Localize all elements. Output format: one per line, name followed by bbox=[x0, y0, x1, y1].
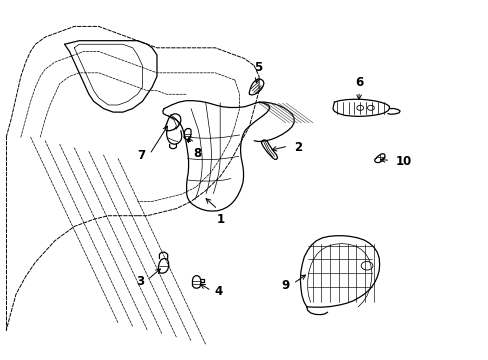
Text: 7: 7 bbox=[137, 149, 145, 162]
Text: 8: 8 bbox=[193, 147, 201, 160]
Text: 10: 10 bbox=[394, 154, 410, 167]
Text: 5: 5 bbox=[253, 60, 262, 73]
Text: 2: 2 bbox=[293, 141, 302, 154]
Text: 6: 6 bbox=[354, 76, 363, 89]
Text: 9: 9 bbox=[281, 279, 288, 292]
Text: 4: 4 bbox=[214, 285, 222, 298]
Text: 3: 3 bbox=[136, 275, 144, 288]
Text: 1: 1 bbox=[217, 213, 225, 226]
